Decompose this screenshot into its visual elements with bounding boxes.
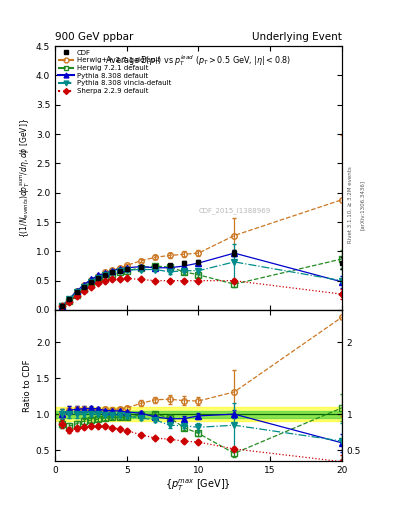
Bar: [55, 411, 342, 418]
Text: [arXiv:1306.3436]: [arXiv:1306.3436]: [360, 180, 365, 230]
X-axis label: $\{p_T^{max}$ [GeV]$\}$: $\{p_T^{max}$ [GeV]$\}$: [165, 477, 231, 493]
Text: Rivet 3.1.10, ≥ 3.2M events: Rivet 3.1.10, ≥ 3.2M events: [348, 166, 353, 243]
Text: Underlying Event: Underlying Event: [252, 32, 342, 42]
Y-axis label: Ratio to CDF: Ratio to CDF: [23, 359, 31, 412]
Text: 900 GeV ppbar: 900 GeV ppbar: [55, 32, 133, 42]
Text: Average $\Sigma(p_T)$ vs $p_T^{lead}$ $(p_T > 0.5$ GeV, $|\eta| < 0.8)$: Average $\Sigma(p_T)$ vs $p_T^{lead}$ $(…: [105, 53, 292, 68]
Text: CDF_2015_I1388969: CDF_2015_I1388969: [198, 207, 271, 214]
Y-axis label: $\{(1/N_{events}) dp_T^{sum}/d\eta, d\phi$ [GeV]$\}$: $\{(1/N_{events}) dp_T^{sum}/d\eta, d\ph…: [18, 118, 31, 238]
Bar: [55, 407, 342, 421]
Legend: CDF, Herwig++ 2.7.1 default, Herwig 7.2.1 default, Pythia 8.308 default, Pythia : CDF, Herwig++ 2.7.1 default, Herwig 7.2.…: [57, 48, 172, 96]
